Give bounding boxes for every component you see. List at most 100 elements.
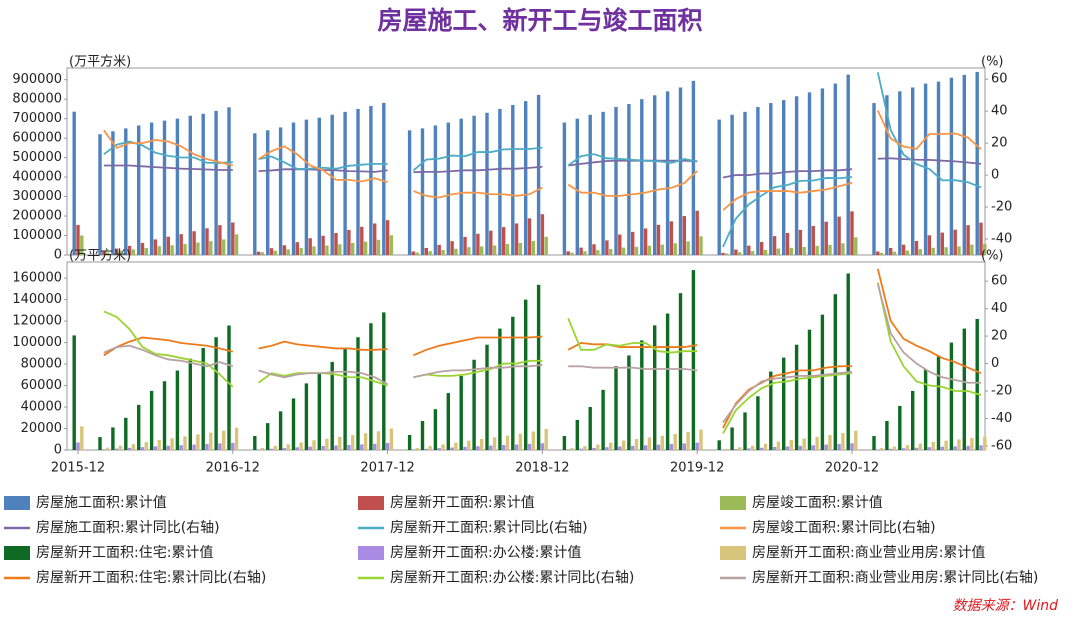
bar bbox=[149, 390, 154, 450]
bar bbox=[686, 431, 690, 450]
bar bbox=[618, 234, 622, 255]
bar bbox=[144, 442, 148, 450]
bar bbox=[653, 325, 657, 450]
bar bbox=[730, 427, 734, 450]
bar bbox=[278, 411, 283, 450]
bar bbox=[72, 335, 76, 450]
bar bbox=[596, 250, 600, 255]
bar bbox=[170, 245, 174, 255]
line bbox=[722, 182, 853, 211]
bar bbox=[682, 443, 686, 450]
bar bbox=[325, 438, 329, 450]
bar bbox=[653, 95, 657, 255]
bar bbox=[769, 103, 773, 255]
bar bbox=[747, 245, 751, 255]
bar bbox=[524, 101, 528, 255]
x-tick-label: 2019-12 bbox=[670, 461, 724, 476]
bar bbox=[389, 235, 394, 255]
bar bbox=[691, 80, 696, 255]
y-tick-label: 900000 bbox=[12, 72, 62, 87]
bar bbox=[678, 293, 683, 450]
bar bbox=[923, 369, 928, 450]
bar bbox=[682, 216, 686, 255]
bar bbox=[601, 111, 605, 255]
bar bbox=[621, 440, 626, 450]
bar bbox=[420, 128, 425, 255]
bar bbox=[80, 235, 84, 255]
y-tick-label: 20000 bbox=[21, 421, 62, 436]
bar bbox=[498, 328, 502, 450]
bar bbox=[833, 83, 837, 255]
bar bbox=[505, 244, 510, 255]
bar bbox=[660, 244, 664, 255]
bar bbox=[695, 442, 699, 450]
legend-swatch bbox=[4, 496, 30, 510]
bar bbox=[854, 430, 858, 450]
bar bbox=[188, 358, 192, 450]
bar bbox=[131, 249, 136, 255]
bar bbox=[334, 232, 338, 255]
y2-axis-unit: (%) bbox=[981, 55, 1004, 70]
line bbox=[568, 365, 698, 372]
line bbox=[413, 359, 543, 379]
bar bbox=[273, 250, 277, 255]
bar bbox=[660, 435, 664, 450]
bar bbox=[566, 251, 570, 255]
bar bbox=[841, 243, 845, 255]
bar bbox=[575, 118, 579, 255]
bar bbox=[621, 247, 626, 255]
bar bbox=[905, 250, 910, 255]
bar bbox=[794, 344, 799, 450]
bar bbox=[476, 446, 480, 450]
bar bbox=[454, 442, 458, 450]
line bbox=[258, 145, 388, 183]
bar bbox=[854, 237, 858, 255]
bar bbox=[72, 111, 76, 255]
bar bbox=[618, 446, 622, 450]
bar bbox=[166, 445, 170, 450]
y-tick-label: 160000 bbox=[12, 271, 62, 286]
bar bbox=[317, 117, 321, 255]
bar bbox=[489, 230, 493, 255]
bar bbox=[750, 251, 755, 255]
line bbox=[103, 336, 234, 357]
bar bbox=[769, 371, 773, 450]
bar bbox=[201, 347, 205, 450]
bar bbox=[643, 445, 648, 450]
line bbox=[413, 364, 543, 379]
bar bbox=[833, 294, 837, 450]
bar bbox=[802, 438, 806, 450]
bar bbox=[531, 240, 535, 255]
x-tick-label: 2020-12 bbox=[825, 461, 879, 476]
bar bbox=[420, 420, 425, 450]
bar bbox=[772, 236, 777, 255]
bar bbox=[175, 370, 180, 450]
bar bbox=[450, 447, 454, 450]
bar bbox=[179, 445, 183, 450]
bar bbox=[738, 447, 742, 450]
bar bbox=[785, 446, 790, 450]
legend-swatch bbox=[4, 546, 30, 560]
bar bbox=[338, 244, 342, 255]
bar bbox=[673, 243, 677, 255]
line bbox=[722, 370, 853, 424]
bar bbox=[730, 114, 734, 255]
bar bbox=[743, 111, 747, 255]
bar bbox=[953, 446, 957, 450]
bar bbox=[144, 247, 148, 255]
bar bbox=[782, 357, 786, 450]
bar bbox=[898, 91, 902, 255]
bar bbox=[695, 210, 699, 255]
bar bbox=[544, 236, 548, 255]
legend-label: 房屋新开工面积:累计同比(右轴) bbox=[390, 520, 588, 536]
bar bbox=[373, 443, 377, 450]
bar bbox=[931, 247, 935, 255]
bar bbox=[441, 249, 445, 255]
bar bbox=[385, 443, 390, 450]
bar bbox=[570, 447, 574, 450]
bar bbox=[446, 393, 450, 450]
bar bbox=[841, 433, 845, 450]
bar bbox=[291, 122, 296, 256]
bar bbox=[363, 433, 368, 450]
